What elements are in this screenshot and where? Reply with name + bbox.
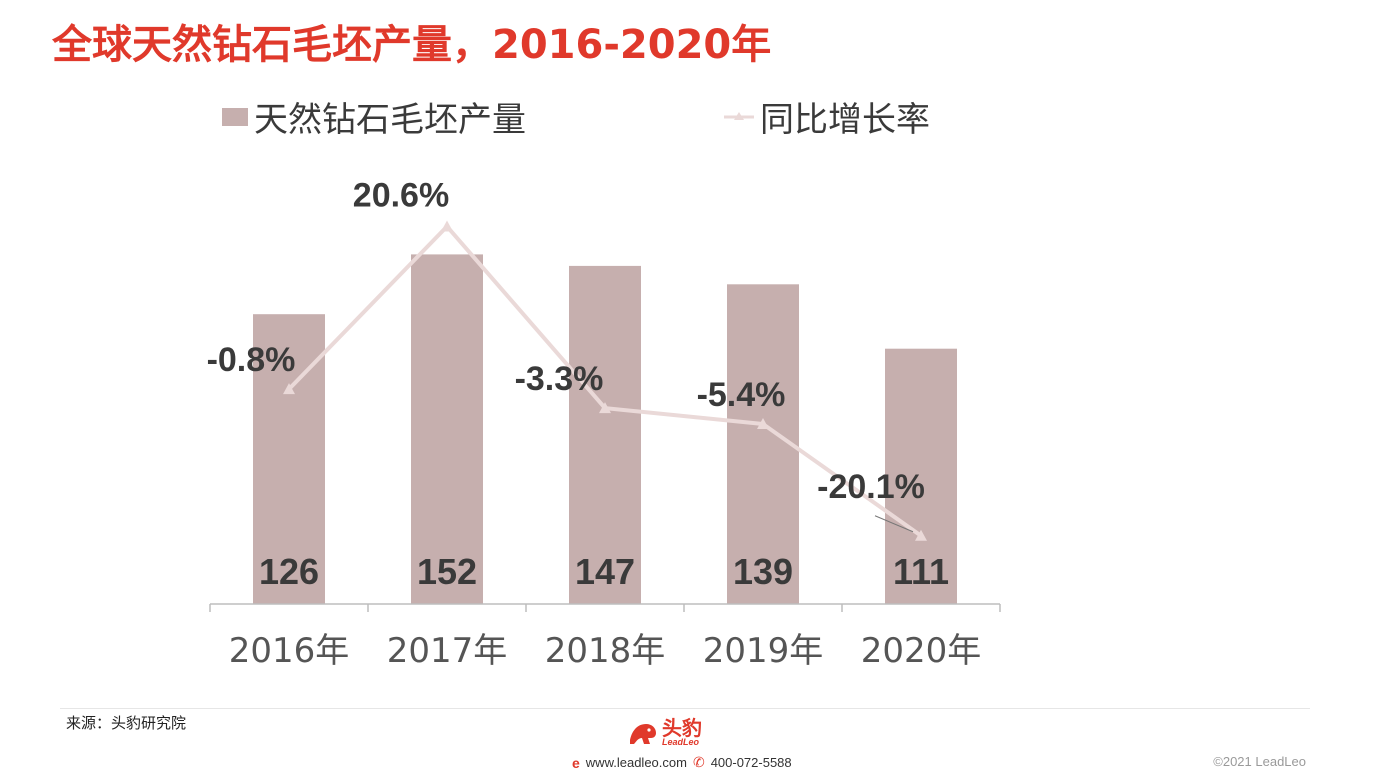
legend-bar-swatch [222, 107, 248, 126]
growth-value-label-2: -3.3% [515, 360, 604, 398]
phone-number: 400-072-5588 [710, 755, 792, 770]
legend-label-production: 天然钻石毛坯产量 [254, 100, 526, 140]
x-tick-label-2: 2018年 [545, 631, 666, 671]
web-icon: e [572, 754, 580, 771]
growth-value-label-1: 20.6% [353, 176, 449, 214]
bar-value-label-3: 139 [733, 551, 793, 592]
growth-label-leader [874, 515, 914, 533]
legend-item-production: 天然钻石毛坯产量 [222, 92, 526, 141]
growth-point-1 [441, 220, 453, 232]
x-tick-label-3: 2019年 [703, 631, 824, 671]
bar-1 [411, 254, 483, 604]
growth-point-3 [757, 418, 769, 430]
bar-value-label-4: 111 [893, 551, 949, 592]
brand-name-cn: 头豹 [662, 716, 702, 740]
x-tick-label-4: 2020年 [861, 631, 982, 671]
footer-divider [60, 708, 1310, 709]
growth-point-0 [283, 383, 295, 395]
leopard-logo-icon [630, 723, 656, 744]
brand-name-en: LeadLeo [662, 737, 700, 747]
growth-value-label-4: -20.1% [817, 468, 925, 506]
brand-logo: 头豹 LeadLeo [628, 718, 702, 747]
bar-value-label-1: 152 [417, 551, 477, 592]
source-note: 来源：头豹研究院 [66, 714, 187, 732]
growth-point-2 [599, 402, 611, 414]
bar-2 [569, 265, 641, 604]
bar-value-label-2: 147 [575, 551, 635, 592]
x-tick-label-1: 2017年 [387, 631, 508, 671]
growth-point-4 [915, 529, 927, 541]
contact-line: e www.leadleo.com ✆ 400-072-5588 [572, 754, 792, 771]
growth-value-label-0: -0.8% [207, 341, 296, 379]
copyright: ©2021 LeadLeo [1213, 754, 1306, 769]
website-link[interactable]: www.leadleo.com [585, 755, 687, 770]
bar-4 [885, 348, 957, 604]
phone-icon: ✆ [692, 754, 705, 770]
x-tick-label-0: 2016年 [229, 631, 350, 671]
bar-value-label-0: 126 [259, 551, 319, 592]
bar-3 [727, 284, 799, 604]
chart-title: 全球天然钻石毛坯产量，2016-2020年 [52, 22, 772, 68]
growth-value-label-3: -5.4% [697, 376, 786, 414]
legend-item-growth: 同比增长率 [724, 92, 930, 141]
legend-line-swatch [724, 111, 754, 120]
legend-label-growth: 同比增长率 [760, 100, 930, 140]
